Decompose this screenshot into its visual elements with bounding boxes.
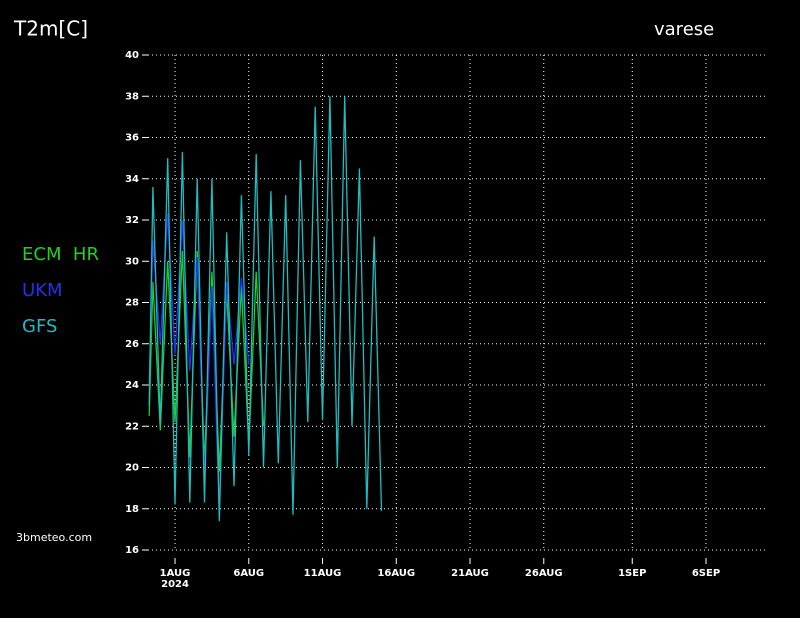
y-tick-label: 28: [125, 298, 139, 309]
y-tick-label: 38: [125, 91, 139, 102]
y-tick-label: 26: [125, 339, 139, 350]
y-tick-label: 22: [125, 421, 139, 432]
y-tick-label: 18: [125, 504, 139, 515]
y-tick-label: 32: [125, 215, 139, 226]
x-tick-label: 1SEP: [618, 568, 646, 579]
y-tick-label: 30: [125, 256, 139, 267]
x-year-label: 2024: [161, 579, 189, 590]
x-tick-label: 1AUG: [160, 568, 191, 579]
x-tick-label: 21AUG: [451, 568, 489, 579]
y-tick-label: 36: [125, 133, 139, 144]
legend-label: GFS: [22, 316, 57, 337]
chart-title: T2m[C]: [13, 17, 88, 41]
x-tick-label: 6AUG: [233, 568, 264, 579]
x-tick-label: 26AUG: [525, 568, 563, 579]
y-tick-label: 34: [125, 174, 139, 185]
y-tick-label: 40: [125, 50, 139, 61]
series-line: [148, 213, 250, 513]
legend-label: ECM HR: [22, 244, 99, 265]
location-label: varese: [654, 19, 714, 40]
x-tick-label: 6SEP: [692, 568, 720, 579]
x-tick-label: 16AUG: [377, 568, 415, 579]
x-tick-label: 11AUG: [304, 568, 342, 579]
y-tick-label: 20: [125, 463, 139, 474]
legend-label: UKM: [22, 280, 63, 301]
source-label: 3bmeteo.com: [16, 531, 92, 544]
y-tick-label: 24: [125, 380, 139, 391]
y-tick-label: 16: [125, 545, 139, 556]
series-line: [148, 96, 383, 522]
